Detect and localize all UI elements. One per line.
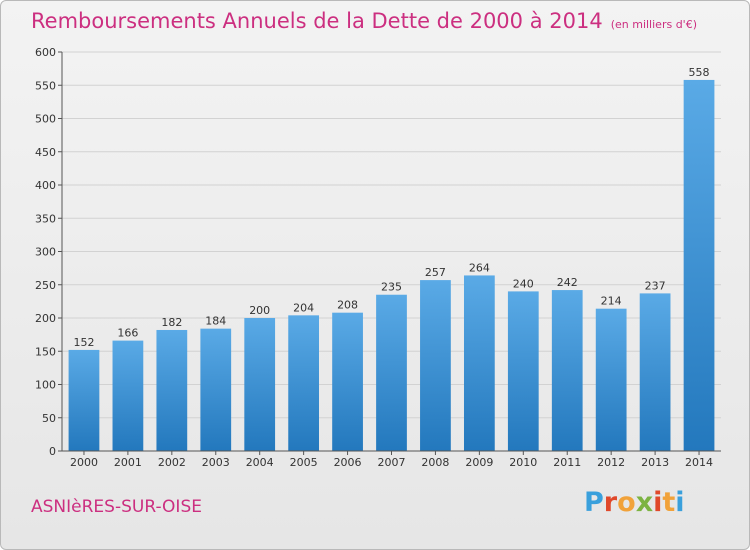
x-tick-label: 2002 (158, 456, 186, 469)
logo-letter: i (675, 487, 685, 518)
value-label: 182 (161, 316, 182, 329)
bar (376, 294, 407, 451)
y-tick-label: 0 (49, 445, 56, 458)
x-tick-label: 2003 (202, 456, 230, 469)
bar (68, 349, 100, 451)
bar (595, 308, 627, 451)
chart-title: Remboursements Annuels de la Dette de 20… (31, 9, 697, 33)
y-tick-label: 200 (35, 312, 56, 325)
logo-letter: t (662, 487, 676, 518)
x-tick-label: 2012 (597, 456, 625, 469)
y-tick-label: 550 (35, 79, 56, 92)
y-tick-label: 500 (35, 113, 56, 126)
value-label: 242 (557, 276, 578, 289)
logo-letter: P (584, 487, 604, 518)
x-tick-label: 2010 (509, 456, 537, 469)
y-tick-label: 450 (35, 146, 56, 159)
bar (332, 312, 363, 451)
y-tick-label: 50 (42, 412, 56, 425)
value-label: 237 (645, 279, 666, 292)
value-label: 214 (601, 295, 622, 308)
value-label: 184 (205, 315, 226, 328)
y-tick-label: 150 (35, 345, 56, 358)
chart-title-text: Remboursements Annuels de la Dette de 20… (31, 9, 603, 33)
value-label: 166 (117, 327, 138, 340)
bar (200, 328, 232, 451)
value-label: 235 (381, 281, 402, 294)
value-label: 204 (293, 301, 314, 314)
x-tick-label: 2001 (114, 456, 142, 469)
x-tick-label: 2000 (70, 456, 98, 469)
logo-letter: o (617, 487, 636, 518)
value-label: 264 (469, 261, 490, 274)
value-label: 558 (689, 66, 710, 79)
value-label: 257 (425, 266, 446, 279)
chart-unit: (en milliers d'€) (610, 18, 697, 31)
y-tick-label: 350 (35, 212, 56, 225)
value-label: 240 (513, 277, 534, 290)
value-label: 208 (337, 299, 358, 312)
x-tick-label: 2008 (421, 456, 449, 469)
y-tick-label: 250 (35, 279, 56, 292)
y-tick-label: 600 (35, 46, 56, 59)
bar (639, 293, 671, 451)
x-tick-label: 2014 (685, 456, 713, 469)
x-tick-label: 2013 (641, 456, 669, 469)
x-tick-label: 2011 (553, 456, 581, 469)
bar (507, 291, 539, 451)
y-tick-label: 100 (35, 379, 56, 392)
x-tick-label: 2009 (465, 456, 493, 469)
bar (683, 79, 715, 452)
x-tick-label: 2006 (334, 456, 362, 469)
logo-letter: i (653, 487, 663, 518)
y-tick-label: 400 (35, 179, 56, 192)
logo-letter: x (635, 487, 654, 518)
bar (112, 340, 144, 451)
logo-letter: r (603, 487, 618, 518)
bar (463, 275, 495, 451)
x-tick-label: 2004 (246, 456, 274, 469)
bar (420, 280, 451, 451)
city-name: ASNIèRES-SUR-OISE (31, 497, 202, 517)
y-tick-label: 300 (35, 246, 56, 259)
proxiti-logo[interactable]: Proxiti (584, 487, 685, 518)
bar (288, 315, 320, 451)
value-label: 200 (249, 304, 270, 317)
x-tick-label: 2007 (378, 456, 406, 469)
bar (551, 290, 583, 451)
bar (244, 318, 276, 451)
value-label: 152 (73, 336, 94, 349)
bar (156, 329, 188, 451)
x-tick-label: 2005 (290, 456, 318, 469)
